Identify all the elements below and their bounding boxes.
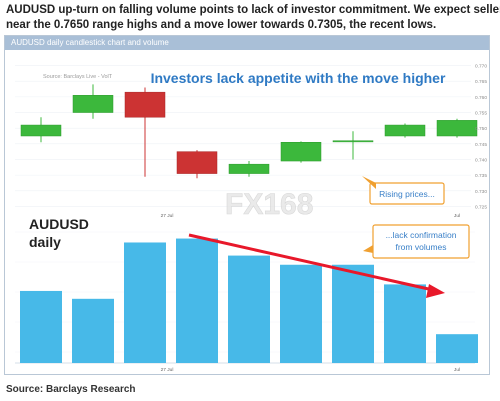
price-y-tick-label: 0.755 (475, 111, 487, 117)
volume-label-line-2: daily (29, 234, 61, 250)
price-x-ticks: 27 Jul Jul (161, 213, 460, 219)
volume-bar (436, 334, 478, 363)
chart-canvas: Source: Barclays Live - VolT Investors l… (15, 64, 487, 373)
panel-header: AUDUSD daily candlestick chart and volum… (5, 36, 489, 50)
rising-prices-callout: Rising prices... (362, 176, 445, 205)
trend-arrow-line (188, 233, 434, 292)
rising-prices-box (369, 182, 445, 205)
price-y-tick-label: 0.735 (475, 173, 487, 179)
candle (72, 84, 114, 119)
trend-arrow-head (426, 284, 445, 298)
price-source-note: Source: Barclays Live - VolT (43, 74, 113, 80)
price-y-tick-label: 0.770 (475, 64, 487, 70)
price-y-tick-label: 0.730 (475, 189, 487, 195)
headline: AUDUSD up-turn on falling volume points … (6, 3, 500, 33)
price-y-tick-label: 0.745 (475, 142, 487, 148)
candle (384, 123, 426, 138)
volume-x-tick-label: 27 Jul (161, 367, 174, 373)
candle-body (20, 124, 62, 137)
candle-body (384, 124, 426, 137)
panel-header-title: AUDUSD daily candlestick chart and volum… (11, 38, 169, 47)
fx168-watermark: FX168 (225, 188, 314, 222)
volume-callout-line-2: from volumes (395, 242, 446, 252)
candle (332, 131, 374, 160)
volume-callout-line-1: ...lack confirmation (386, 230, 457, 240)
rising-prices-label: Rising prices... (379, 189, 435, 199)
candle (176, 150, 218, 179)
rising-prices-pointer (362, 176, 376, 189)
price-axis: 0.770 0.765 0.760 0.755 0.750 0.745 0.740 0.735… (475, 64, 487, 211)
price-x-tick-label: 27 Jul (161, 213, 174, 219)
candle (280, 141, 322, 163)
trend-arrow (188, 233, 445, 298)
volume-bar (176, 238, 218, 363)
price-y-tick-label: 0.750 (475, 126, 487, 132)
candle-body (280, 142, 322, 162)
price-chart-title: Investors lack appetite with the move hi… (151, 70, 446, 86)
price-y-tick-label: 0.725 (475, 204, 487, 210)
candles (20, 84, 478, 179)
headline-line-1: AUDUSD up-turn on falling volume points … (6, 4, 500, 16)
volume-callout: ...lack confirmation from volumes (363, 224, 470, 259)
volume-bars (20, 238, 478, 363)
volume-bar (384, 284, 426, 363)
price-y-tick-label: 0.765 (475, 79, 487, 85)
candle (228, 161, 270, 177)
volume-bar (280, 264, 322, 363)
volume-x-tick-label: Jul (454, 367, 460, 373)
candle (124, 87, 166, 177)
volume-callout-box (372, 224, 470, 259)
headline-line-2: near the 0.7650 range highs and a move l… (6, 19, 437, 31)
candle-body (124, 91, 166, 118)
volume-bar (72, 298, 114, 363)
volume-bar (124, 242, 166, 363)
volume-bar (228, 255, 270, 363)
watermark-text: FX168 (225, 188, 313, 221)
volume-x-ticks: 27 Jul Jul (161, 367, 460, 373)
volume-bar (332, 264, 374, 363)
candle-body (228, 163, 270, 174)
volume-bar (20, 290, 62, 363)
candle (20, 117, 62, 143)
source-credit: Source: Barclays Research (6, 384, 136, 395)
candle-body (176, 151, 218, 174)
candle (436, 118, 478, 138)
candle-body (332, 140, 374, 143)
volume-label-line-1: AUDUSD (29, 216, 89, 232)
price-y-tick-label: 0.740 (475, 157, 487, 163)
chart-panel: AUDUSD daily candlestick chart and volum… (4, 35, 490, 375)
price-y-tick-label: 0.760 (475, 95, 487, 101)
price-x-tick-label: Jul (454, 213, 460, 219)
candle-body (72, 95, 114, 113)
candle-body (436, 120, 478, 137)
volume-callout-pointer (363, 245, 373, 253)
